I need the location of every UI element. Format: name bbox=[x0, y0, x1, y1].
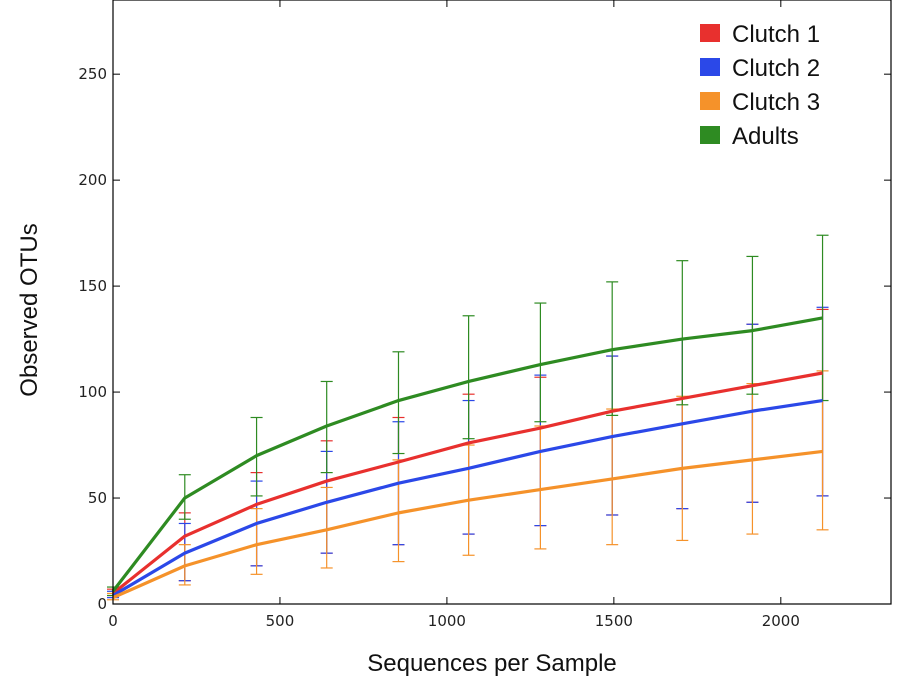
x-tick-label: 1500 bbox=[595, 612, 633, 630]
legend-label: Clutch 2 bbox=[732, 55, 820, 82]
axis-ticks: 0 500 1000 1500 2000 0 50 100 150 200 250 bbox=[78, 0, 891, 630]
y-tick-label: 150 bbox=[78, 277, 107, 295]
y-tick-label: 0 bbox=[97, 595, 107, 613]
x-axis-title: Sequences per Sample bbox=[367, 650, 617, 677]
series-line-clutch-3 bbox=[112, 449, 823, 600]
error-bars-clutch-1 bbox=[107, 308, 829, 597]
series-line-clutch-1 bbox=[112, 371, 823, 595]
x-tick-label: 1000 bbox=[428, 612, 466, 630]
legend: Clutch 1 Clutch 2 Clutch 3 Adults bbox=[700, 21, 820, 150]
error-bars-clutch-3 bbox=[107, 370, 829, 601]
series-line-clutch-2 bbox=[112, 398, 823, 597]
legend-swatch bbox=[700, 126, 720, 144]
legend-swatch bbox=[700, 92, 720, 110]
legend-swatch bbox=[700, 24, 720, 42]
y-axis-title: Observed OTUs bbox=[16, 223, 43, 396]
error-bars-clutch-2 bbox=[107, 306, 829, 599]
legend-swatch bbox=[700, 58, 720, 76]
series-line-adults bbox=[111, 316, 823, 593]
y-tick-label: 200 bbox=[78, 171, 107, 189]
plot-frame bbox=[112, 0, 892, 605]
legend-label: Adults bbox=[732, 123, 799, 150]
legend-label: Clutch 1 bbox=[732, 21, 820, 48]
y-tick-label: 50 bbox=[88, 489, 107, 507]
y-tick-label: 250 bbox=[78, 65, 107, 83]
x-tick-label: 500 bbox=[266, 612, 295, 630]
y-tick-label: 100 bbox=[78, 383, 107, 401]
legend-label: Clutch 3 bbox=[732, 89, 820, 116]
x-tick-label: 2000 bbox=[762, 612, 800, 630]
plot-area bbox=[107, 234, 829, 601]
x-tick-label: 0 bbox=[108, 612, 118, 630]
